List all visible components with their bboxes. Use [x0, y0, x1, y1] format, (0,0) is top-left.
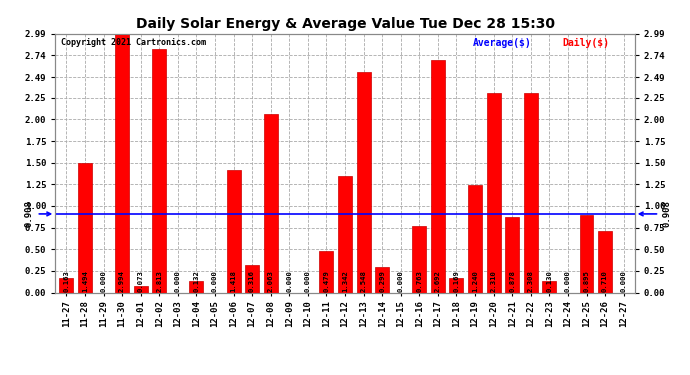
Text: 0.000: 0.000 — [397, 270, 404, 292]
Bar — [505, 216, 519, 292]
Bar — [375, 267, 389, 292]
Text: Copyright 2021 Cartronics.com: Copyright 2021 Cartronics.com — [61, 38, 206, 46]
Text: 0.163: 0.163 — [63, 270, 70, 292]
Text: 1.418: 1.418 — [230, 270, 237, 292]
Text: 0.000: 0.000 — [620, 270, 627, 292]
Bar — [413, 226, 426, 292]
Text: 2.994: 2.994 — [119, 270, 125, 292]
Bar — [524, 93, 538, 292]
Text: 0.169: 0.169 — [453, 270, 460, 292]
Text: 2.310: 2.310 — [491, 270, 497, 292]
Bar — [245, 265, 259, 292]
Bar — [115, 33, 129, 292]
Bar — [598, 231, 612, 292]
Text: 0.895: 0.895 — [584, 270, 589, 292]
Text: 0.710: 0.710 — [602, 270, 608, 292]
Text: 0.479: 0.479 — [324, 270, 329, 292]
Text: 2.063: 2.063 — [268, 270, 274, 292]
Text: Average($): Average($) — [473, 38, 531, 48]
Text: 0.908: 0.908 — [640, 201, 671, 227]
Bar — [59, 278, 73, 292]
Bar — [134, 286, 148, 292]
Text: 1.342: 1.342 — [342, 270, 348, 292]
Title: Daily Solar Energy & Average Value Tue Dec 28 15:30: Daily Solar Energy & Average Value Tue D… — [135, 17, 555, 31]
Bar — [580, 215, 593, 292]
Bar — [190, 281, 204, 292]
Text: 0.299: 0.299 — [379, 270, 385, 292]
Bar — [431, 60, 445, 292]
Text: 0.908: 0.908 — [25, 201, 50, 227]
Text: 1.494: 1.494 — [82, 270, 88, 292]
Text: 0.763: 0.763 — [416, 270, 422, 292]
Text: 2.548: 2.548 — [361, 270, 366, 292]
Text: 0.000: 0.000 — [286, 270, 293, 292]
Bar — [78, 163, 92, 292]
Text: 0.073: 0.073 — [137, 270, 144, 292]
Text: 0.000: 0.000 — [305, 270, 311, 292]
Bar — [338, 176, 352, 292]
Text: 0.000: 0.000 — [212, 270, 218, 292]
Bar — [357, 72, 371, 292]
Text: 2.813: 2.813 — [156, 270, 162, 292]
Bar — [152, 49, 166, 292]
Text: 0.878: 0.878 — [509, 270, 515, 292]
Bar — [264, 114, 277, 292]
Text: 0.000: 0.000 — [565, 270, 571, 292]
Text: 0.000: 0.000 — [175, 270, 181, 292]
Bar — [542, 281, 556, 292]
Text: 2.692: 2.692 — [435, 270, 441, 292]
Text: 1.240: 1.240 — [472, 270, 478, 292]
Bar — [449, 278, 464, 292]
Text: 0.132: 0.132 — [193, 270, 199, 292]
Text: 0.000: 0.000 — [101, 270, 106, 292]
Text: 2.308: 2.308 — [528, 270, 534, 292]
Bar — [486, 93, 500, 292]
Text: 0.316: 0.316 — [249, 270, 255, 292]
Bar — [226, 170, 241, 292]
Bar — [468, 185, 482, 292]
Bar — [319, 251, 333, 292]
Text: Daily($): Daily($) — [562, 38, 609, 48]
Text: 0.130: 0.130 — [546, 270, 553, 292]
